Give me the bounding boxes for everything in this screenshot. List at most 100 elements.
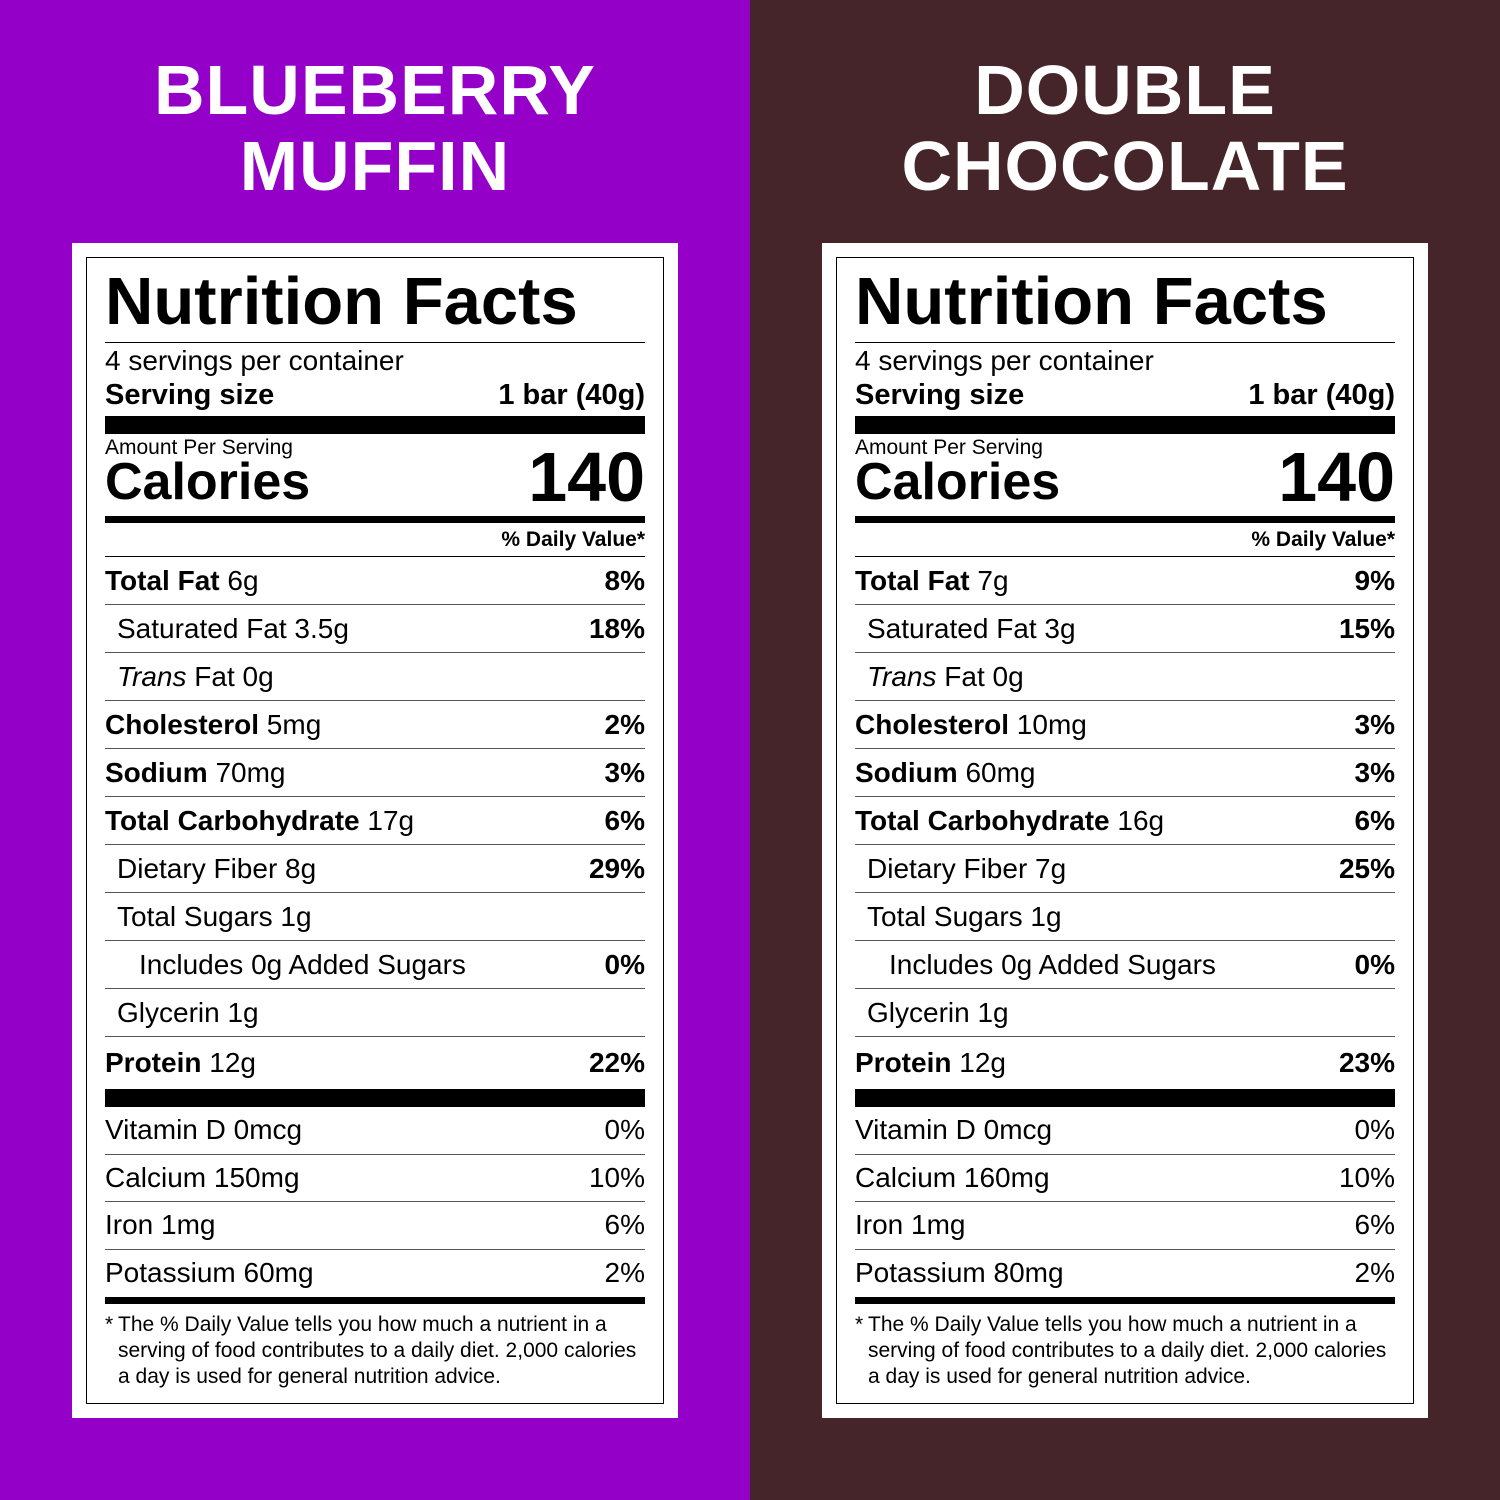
vitamin-name: Iron 1mg xyxy=(855,1209,966,1241)
vitamin-row: Potassium 60mg 2% xyxy=(105,1250,645,1298)
vitamin-name: Potassium 80mg xyxy=(855,1256,1064,1288)
flavor-title: DOUBLE CHOCOLATE xyxy=(750,52,1500,204)
nutrient-row: Total Fat 6g 8% xyxy=(105,557,645,605)
nutrient-row: Includes 0g Added Sugars 0% xyxy=(855,941,1395,989)
daily-value-percent: 3% xyxy=(1354,756,1395,788)
nutrient-name: Total Carbohydrate 16g xyxy=(855,804,1165,836)
daily-value-percent: 6% xyxy=(1354,804,1395,836)
nutrition-facts-heading: Nutrition Facts xyxy=(105,266,645,343)
daily-value-percent: 22% xyxy=(588,1047,645,1078)
serving-size-value: 1 bar (40g) xyxy=(1248,378,1395,411)
vitamin-percent: 2% xyxy=(604,1256,645,1288)
flavor-line-1: DOUBLE xyxy=(974,51,1276,129)
nutrient-row: Saturated Fat 3g 15% xyxy=(855,605,1395,653)
nutrient-row: Dietary Fiber 7g 25% xyxy=(855,845,1395,893)
calories-label: Calories xyxy=(855,453,1061,511)
vitamin-name: Calcium 150mg xyxy=(105,1161,300,1193)
nutrition-facts-heading: Nutrition Facts xyxy=(855,266,1395,343)
double-chocolate-panel: DOUBLE CHOCOLATE Nutrition Facts 4 servings… xyxy=(750,0,1500,1500)
daily-value-percent: 18% xyxy=(588,612,645,644)
daily-value-percent: 25% xyxy=(1338,852,1395,884)
vitamin-row: Calcium 160mg 10% xyxy=(855,1155,1395,1202)
nutrient-row: Total Carbohydrate 17g 6% xyxy=(105,797,645,845)
daily-value-header: % Daily Value* xyxy=(105,523,645,557)
amount-per-serving: Amount Per Serving xyxy=(855,436,1043,459)
calories-label: Calories xyxy=(105,453,311,511)
vitamin-percent: 6% xyxy=(604,1209,645,1241)
vitamin-percent: 10% xyxy=(1338,1161,1395,1193)
flavor-title: BLUEBERRY MUFFIN xyxy=(0,52,750,204)
thick-divider xyxy=(105,416,645,434)
nutrient-name: Glycerin 1g xyxy=(867,996,1009,1028)
serving-size-value: 1 bar (40g) xyxy=(498,378,645,411)
daily-value-percent: 29% xyxy=(588,852,645,884)
nutrient-name: Includes 0g Added Sugars xyxy=(889,948,1216,980)
nutrient-row: Total Sugars 1g xyxy=(105,893,645,941)
nutrient-row: Glycerin 1g xyxy=(855,989,1395,1037)
nutrient-row: Trans Fat 0g xyxy=(105,653,645,701)
daily-value-percent: 8% xyxy=(604,564,645,596)
daily-value-percent: 23% xyxy=(1338,1047,1395,1078)
nutrient-name: Saturated Fat 3.5g xyxy=(117,612,349,644)
vitamin-row: Potassium 80mg 2% xyxy=(855,1250,1395,1298)
medium-divider xyxy=(855,1297,1395,1304)
nutrient-name: Cholesterol 10mg xyxy=(855,708,1087,740)
nutrient-name: Dietary Fiber 8g xyxy=(117,852,317,884)
vitamin-name: Iron 1mg xyxy=(105,1209,216,1241)
daily-value-percent: 0% xyxy=(604,948,645,980)
vitamin-name: Vitamin D 0mcg xyxy=(855,1114,1053,1146)
nutrient-row: Total Sugars 1g xyxy=(855,893,1395,941)
vitamin-name: Potassium 60mg xyxy=(105,1256,314,1288)
footnote: * The % Daily Value tells you how much a … xyxy=(855,1313,1387,1388)
nutrient-row: Saturated Fat 3.5g 18% xyxy=(105,605,645,653)
nutrient-name: Cholesterol 5mg xyxy=(105,708,322,740)
vitamin-percent: 2% xyxy=(1354,1256,1395,1288)
nutrient-name: Glycerin 1g xyxy=(117,996,259,1028)
calories-row: Calories 140 xyxy=(855,442,1395,512)
vitamin-row: Iron 1mg 6% xyxy=(105,1202,645,1250)
nutrient-row: Cholesterol 10mg 3% xyxy=(855,701,1395,749)
nutrient-name: Total Carbohydrate 17g xyxy=(105,804,415,836)
vitamin-percent: 6% xyxy=(1354,1209,1395,1241)
flavor-line-1: BLUEBERRY xyxy=(154,51,596,129)
daily-value-header: % Daily Value* xyxy=(855,523,1395,557)
nutrient-row: Cholesterol 5mg 2% xyxy=(105,701,645,749)
calories-value: 140 xyxy=(528,438,645,516)
nutrient-name: Total Fat 7g xyxy=(855,564,1009,596)
nutrient-name: Trans Fat 0g xyxy=(867,660,1024,692)
nutrient-name: Trans Fat 0g xyxy=(117,660,274,692)
serving-size-label: Serving size xyxy=(855,378,1025,411)
serving-size-row: Serving size 1 bar (40g) xyxy=(105,378,645,412)
daily-value-percent: 6% xyxy=(604,804,645,836)
blueberry-muffin-panel: BLUEBERRY MUFFIN Nutrition Facts 4 servings… xyxy=(0,0,750,1500)
footnote: * The % Daily Value tells you how much a … xyxy=(105,1313,637,1388)
nutrient-row: Protein 12g 23% xyxy=(855,1037,1395,1089)
nutrient-row: Total Fat 7g 9% xyxy=(855,557,1395,605)
nutrient-name: Protein 12g xyxy=(855,1047,1006,1078)
nutrient-row: Glycerin 1g xyxy=(105,989,645,1037)
nutrient-row: Dietary Fiber 8g 29% xyxy=(105,845,645,893)
nutrient-name: Dietary Fiber 7g xyxy=(867,852,1067,884)
calories-row: Calories 140 xyxy=(105,442,645,512)
nutrient-name: Includes 0g Added Sugars xyxy=(139,948,466,980)
vitamin-name: Vitamin D 0mcg xyxy=(105,1114,303,1146)
medium-divider xyxy=(105,1297,645,1304)
nutrition-label-inner: Nutrition Facts 4 servings per container S… xyxy=(86,257,664,1404)
nutrition-label: Nutrition Facts 4 servings per container S… xyxy=(72,243,678,1418)
daily-value-percent: 0% xyxy=(1354,948,1395,980)
nutrition-label-inner: Nutrition Facts 4 servings per container S… xyxy=(836,257,1414,1404)
nutrient-name: Sodium 60mg xyxy=(855,756,1036,788)
flavor-line-2: MUFFIN xyxy=(239,127,511,205)
medium-divider xyxy=(105,516,645,523)
daily-value-percent: 3% xyxy=(1354,708,1395,740)
nutrient-row: Trans Fat 0g xyxy=(855,653,1395,701)
vitamin-percent: 10% xyxy=(588,1161,645,1193)
nutrient-name: Total Sugars 1g xyxy=(867,900,1062,932)
thick-divider xyxy=(105,1089,645,1107)
nutrient-name: Total Fat 6g xyxy=(105,564,259,596)
vitamin-row: Vitamin D 0mcg 0% xyxy=(105,1107,645,1155)
nutrient-name: Protein 12g xyxy=(105,1047,256,1078)
amount-per-serving: Amount Per Serving xyxy=(105,436,293,459)
nutrient-row: Sodium 60mg 3% xyxy=(855,749,1395,797)
nutrient-row: Includes 0g Added Sugars 0% xyxy=(105,941,645,989)
